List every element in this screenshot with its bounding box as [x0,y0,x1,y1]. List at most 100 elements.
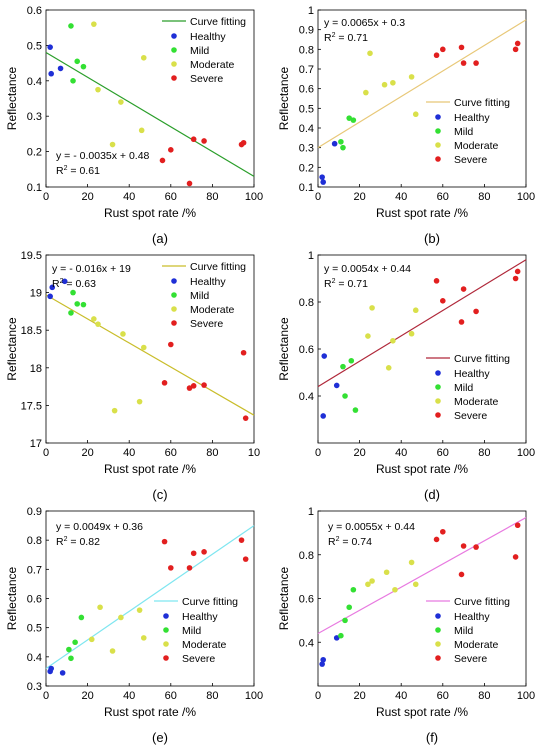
data-point-severe [514,40,521,47]
fit-equation: y = - 0.0035x + 0.48 [56,150,150,162]
x-tick-label: 0 [43,447,49,459]
fit-line [45,51,255,177]
panel-c: 0 20 40 60 80 10 17 17.5 18 18.5 19 19.5 Rust spot r… [5,250,260,502]
legend-label-moderate: Moderate [182,639,227,651]
legend-swatch-healthy [435,114,441,120]
data-point-severe [238,537,245,543]
x-tick-label: 40 [123,191,135,203]
y-tick-label: 0.8 [27,535,42,547]
legend: Curve fitting Healthy Mild Moderate Severe [426,353,510,422]
data-point-healthy [49,284,56,291]
y-tick-label: 0.4 [27,652,42,664]
data-point-severe [240,139,247,146]
y-tick-label: 0.2 [299,162,314,174]
data-point-moderate [369,305,375,311]
legend-fit-label: Curve fitting [182,596,238,608]
data-point-healthy [333,635,340,641]
fit-equation: y = - 0.016x + 19 [52,263,131,275]
legend-label-healthy: Healthy [454,112,490,124]
legend: Curve fitting Healthy Mild Moderate Severe [162,261,246,330]
y-tick-label: 0.3 [27,111,42,123]
panel-label: (d) [424,487,440,502]
panel-label: (c) [152,487,167,502]
data-point-severe [460,60,467,66]
data-point-healthy [331,140,338,147]
x-tick-label: 60 [165,690,177,702]
x-axis-label: Rust spot rate /% [104,462,196,476]
legend: Curve fitting Healthy Mild Moderate Severe [426,596,510,665]
plot-frame [45,254,255,444]
y-tick-label: 0.9 [299,25,314,37]
data-point-healthy [57,65,64,72]
data-point-moderate [381,81,388,88]
x-axis-label: Rust spot rate /% [376,462,468,476]
x-tick-label: 80 [478,191,490,203]
data-point-healthy [320,656,327,663]
data-point-severe [512,46,519,53]
data-point-moderate [120,331,126,337]
y-tick-label: 0.6 [299,594,314,606]
x-tick-label: 60 [165,447,177,459]
fit-r2: R2 = 0.74 [328,536,372,548]
fit-line [45,294,255,416]
data-point-moderate [390,79,396,86]
data-point-mild [68,655,74,662]
legend-swatch-severe [171,320,177,326]
legend-swatch-moderate [171,61,177,67]
y-tick-label: 19.5 [21,250,42,262]
fit-r2: R2 = 0.61 [56,165,100,177]
data-point-severe [161,538,168,545]
data-point-healthy [333,382,340,389]
data-point-severe [190,550,197,557]
fit-equation: y = 0.0054x + 0.44 [324,263,411,275]
data-point-mild [340,363,346,370]
fit-r2: R2 = 0.71 [324,32,368,44]
data-point-moderate [390,337,396,344]
legend-label-mild: Mild [454,625,473,637]
panel-a: 0 20 40 60 80 100 0.1 0.2 0.3 0.4 0.5 0.6 Rust spot … [5,5,263,246]
y-tick-label: 17.5 [21,400,42,412]
legend-swatch-healthy [171,278,177,284]
x-tick-label: 100 [517,191,535,203]
data-point-mild [66,646,72,653]
legend-swatch-severe [435,156,441,162]
data-point-healthy [320,179,327,185]
legend-swatch-mild [435,384,441,390]
legend-swatch-severe [171,75,177,81]
x-axis-label: Rust spot rate /% [376,206,468,220]
legend-swatch-healthy [171,33,177,39]
data-point-severe [440,528,446,535]
legend-label-mild: Mild [182,625,201,637]
data-point-mild [68,310,74,316]
data-point-moderate [118,99,124,105]
panel-b: 0 20 40 60 80 100 0.1 0.2 0.3 0.4 0.5 0.6 0.7 0.8 0.9 1… [277,5,535,246]
data-point-healthy [48,70,54,77]
legend-label-severe: Severe [454,410,487,422]
y-tick-label: 0.4 [27,76,42,88]
x-tick-label: 60 [437,447,449,459]
legend-label-healthy: Healthy [190,31,226,43]
y-tick-label: 1 [308,5,314,17]
y-axis-label: Reflectance [5,566,19,630]
legend: Curve fitting Healthy Mild Moderate Severe [162,16,246,85]
legend-label-moderate: Moderate [190,304,235,316]
data-point-mild [68,23,74,29]
legend-swatch-severe [435,412,441,418]
data-point-moderate [109,648,116,654]
y-tick-label: 18 [30,363,42,375]
data-point-moderate [95,321,101,327]
legend-label-severe: Severe [454,653,487,665]
data-point-severe [201,549,207,555]
y-tick-label: 0.5 [27,40,42,52]
data-point-mild [70,78,76,84]
data-point-severe [440,298,446,304]
legend-label-healthy: Healthy [454,611,490,623]
legend-label-severe: Severe [190,73,223,85]
fit-line [317,19,527,149]
data-point-moderate [365,581,371,588]
legend-swatch-healthy [435,613,441,619]
x-tick-label: 80 [206,447,218,459]
legend-label-severe: Severe [182,653,215,665]
data-point-healthy [61,278,68,285]
data-point-mild [350,586,357,593]
